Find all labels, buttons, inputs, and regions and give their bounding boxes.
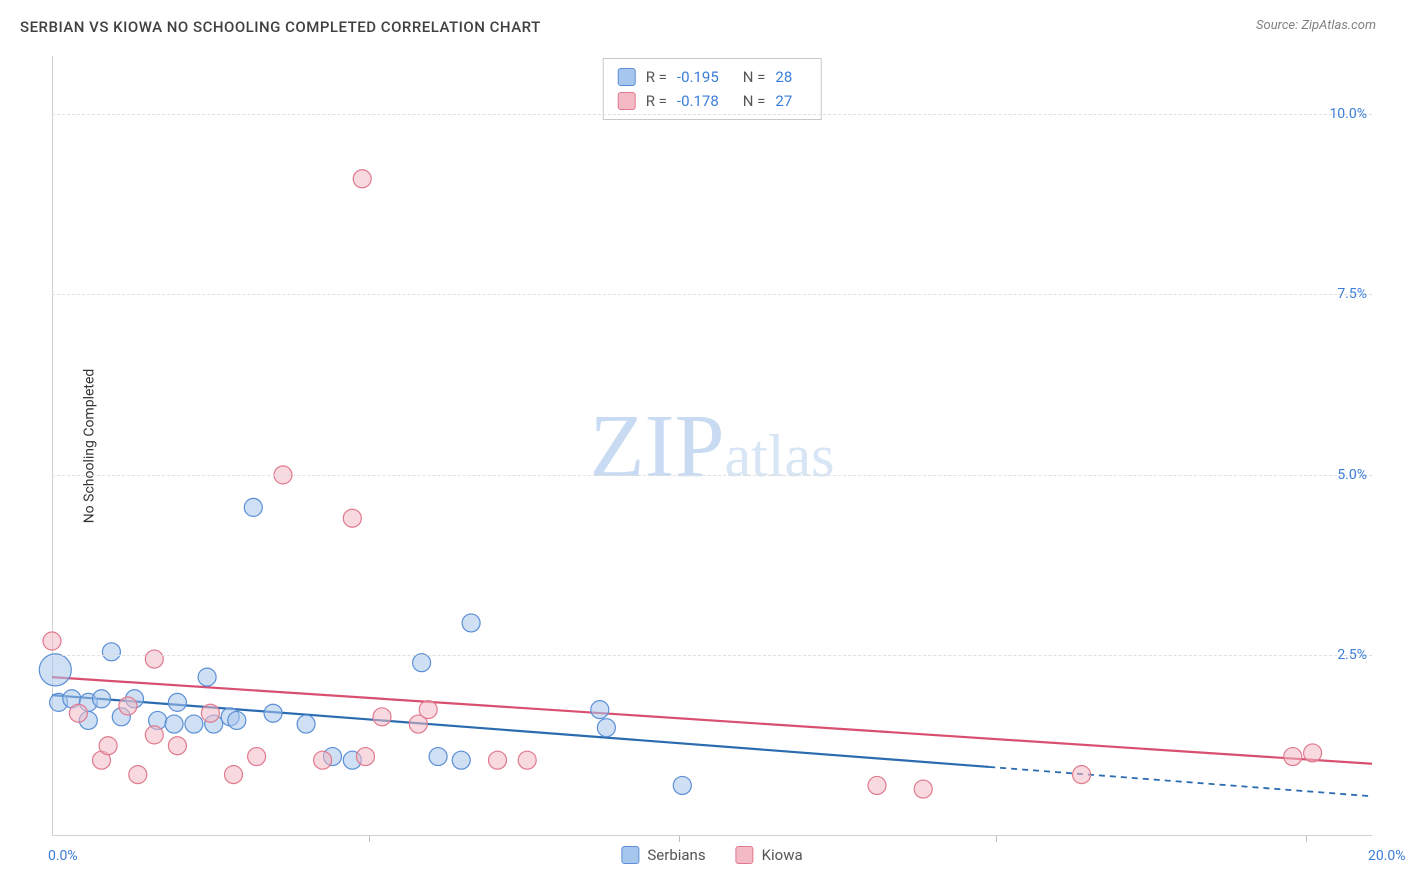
- legend-item-serbians[interactable]: Serbians: [621, 846, 705, 864]
- n-label: N =: [743, 89, 766, 113]
- r-label: R =: [646, 65, 667, 89]
- data-point[interactable]: [452, 751, 470, 769]
- data-point[interactable]: [39, 654, 71, 686]
- data-point[interactable]: [419, 701, 437, 719]
- chart-header: SERBIAN VS KIOWA NO SCHOOLING COMPLETED …: [0, 0, 1406, 44]
- data-point[interactable]: [168, 693, 186, 711]
- data-point[interactable]: [102, 643, 120, 661]
- data-point[interactable]: [297, 715, 315, 733]
- stats-row-kiowa: R = -0.178 N = 27: [618, 89, 807, 113]
- data-point[interactable]: [165, 715, 183, 733]
- data-point[interactable]: [343, 509, 361, 527]
- data-point[interactable]: [1304, 744, 1322, 762]
- data-point[interactable]: [185, 715, 203, 733]
- watermark-rest: atlas: [725, 423, 835, 489]
- source-attribution: Source: ZipAtlas.com: [1256, 18, 1376, 33]
- data-point[interactable]: [591, 701, 609, 719]
- data-point[interactable]: [314, 751, 332, 769]
- data-point[interactable]: [357, 748, 375, 766]
- x-tick-mark: [1306, 836, 1307, 842]
- stats-legend: R = -0.195 N = 28 R = -0.178 N = 27: [603, 58, 822, 120]
- data-point[interactable]: [99, 737, 117, 755]
- x-tick-label: 0.0%: [48, 848, 78, 864]
- data-point[interactable]: [353, 170, 371, 188]
- legend-label-serbians: Serbians: [647, 846, 705, 864]
- n-value-serbians: 28: [775, 65, 792, 89]
- n-value-kiowa: 27: [775, 89, 792, 113]
- y-tick-label: 10.0%: [1329, 106, 1377, 122]
- data-point[interactable]: [373, 708, 391, 726]
- legend-swatch-kiowa: [736, 846, 754, 864]
- data-point[interactable]: [145, 726, 163, 744]
- chart-title: SERBIAN VS KIOWA NO SCHOOLING COMPLETED …: [20, 18, 541, 36]
- y-tick-label: 5.0%: [1337, 467, 1377, 483]
- data-point[interactable]: [1284, 748, 1302, 766]
- data-point[interactable]: [868, 776, 886, 794]
- swatch-serbians: [618, 68, 636, 86]
- x-tick-mark: [996, 836, 997, 842]
- data-point[interactable]: [518, 751, 536, 769]
- data-point[interactable]: [168, 737, 186, 755]
- scatter-svg: ZIPatlas: [52, 56, 1372, 836]
- data-point[interactable]: [248, 748, 266, 766]
- data-point[interactable]: [244, 498, 262, 516]
- data-point[interactable]: [462, 614, 480, 632]
- legend-label-kiowa: Kiowa: [762, 846, 803, 864]
- data-point[interactable]: [43, 632, 61, 650]
- data-point[interactable]: [145, 650, 163, 668]
- data-point[interactable]: [129, 766, 147, 784]
- x-tick-mark: [369, 836, 370, 842]
- data-point[interactable]: [489, 751, 507, 769]
- source-link[interactable]: ZipAtlas.com: [1301, 18, 1376, 33]
- data-point[interactable]: [914, 780, 932, 798]
- data-point[interactable]: [225, 766, 243, 784]
- y-tick-label: 2.5%: [1337, 647, 1377, 663]
- legend-item-kiowa[interactable]: Kiowa: [736, 846, 803, 864]
- gridline-h: [52, 114, 1372, 115]
- data-point[interactable]: [93, 690, 111, 708]
- source-label: Source:: [1256, 18, 1298, 33]
- stats-row-serbians: R = -0.195 N = 28: [618, 65, 807, 89]
- x-tick-mark: [679, 836, 680, 842]
- legend-swatch-serbians: [621, 846, 639, 864]
- data-point[interactable]: [228, 711, 246, 729]
- series-legend: Serbians Kiowa: [621, 846, 802, 864]
- y-tick-label: 7.5%: [1337, 286, 1377, 302]
- swatch-kiowa: [618, 92, 636, 110]
- data-point[interactable]: [264, 704, 282, 722]
- n-label: N =: [743, 65, 766, 89]
- data-point[interactable]: [201, 704, 219, 722]
- r-value-serbians: -0.195: [677, 65, 719, 89]
- data-point[interactable]: [69, 704, 87, 722]
- data-point[interactable]: [429, 748, 447, 766]
- gridline-h: [52, 655, 1372, 656]
- x-tick-label: 20.0%: [1368, 848, 1406, 864]
- chart-plot-area: ZIPatlas R = -0.195 N = 28 R = -0.178 N …: [52, 56, 1372, 836]
- data-point[interactable]: [597, 719, 615, 737]
- gridline-h: [52, 475, 1372, 476]
- r-label: R =: [646, 89, 667, 113]
- data-point[interactable]: [198, 668, 216, 686]
- watermark: ZIPatlas: [590, 397, 835, 496]
- watermark-bold: ZIP: [590, 397, 725, 496]
- data-point[interactable]: [119, 697, 137, 715]
- trend-line-dashed: [989, 767, 1372, 796]
- r-value-kiowa: -0.178: [677, 89, 719, 113]
- data-point[interactable]: [1073, 766, 1091, 784]
- gridline-h: [52, 294, 1372, 295]
- data-point[interactable]: [673, 776, 691, 794]
